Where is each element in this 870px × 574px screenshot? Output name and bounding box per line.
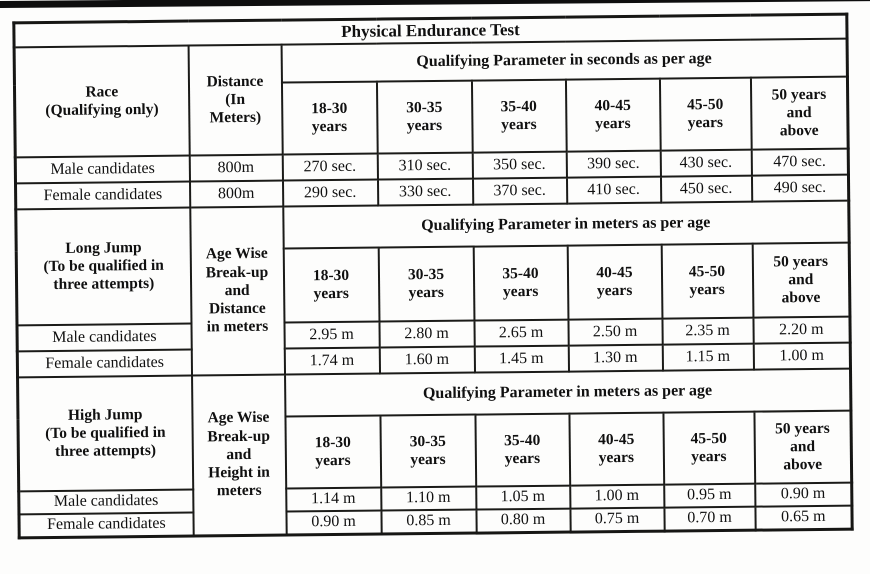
female-distance-cell: 800m: [189, 180, 283, 208]
value-cell: 2.65 m: [473, 319, 569, 347]
value-cell: 2.95 m: [283, 321, 380, 349]
value-cell: 2.50 m: [567, 318, 663, 346]
scan-edge-artifact: [0, 0, 870, 8]
male-row-label: Male candidates: [18, 489, 193, 515]
value-cell: 450 sec.: [660, 175, 752, 203]
value-cell: 410 sec.: [566, 176, 661, 204]
value-cell: 2.80 m: [378, 320, 475, 348]
age-header-18-30: 18-30 years: [284, 415, 381, 489]
value-cell: 0.75 m: [569, 507, 665, 532]
race-section-title: Race (Qualifying only): [14, 45, 190, 158]
high-jump-agewise-header: Age Wise Break-up and Height in meters: [191, 374, 287, 536]
age-header-18-30: 18-30 years: [283, 247, 379, 323]
value-cell: 0.90 m: [754, 482, 852, 507]
physical-endurance-table: Physical Endurance Test Race (Qualifying…: [12, 12, 854, 540]
female-row-label: Female candidates: [17, 349, 192, 378]
value-cell: 370 sec.: [472, 177, 567, 205]
value-cell: 0.85 m: [380, 509, 477, 534]
long-jump-agewise-header: Age Wise Break-up and Distance in meters: [189, 206, 285, 376]
value-cell: 1.00 m: [569, 484, 664, 509]
value-cell: 1.30 m: [568, 344, 663, 372]
value-cell: 1.10 m: [380, 486, 476, 511]
age-header-35-40: 35-40 years: [471, 79, 567, 153]
age-header-50-above: 50 years and above: [750, 76, 849, 150]
value-cell: 0.70 m: [663, 506, 756, 532]
value-cell: 2.35 m: [661, 317, 754, 345]
female-row-label: Female candidates: [15, 181, 190, 210]
value-cell: 330 sec.: [377, 178, 473, 206]
value-cell: 1.14 m: [285, 487, 381, 512]
male-row-label: Male candidates: [15, 155, 190, 184]
value-cell: 1.05 m: [475, 485, 570, 510]
value-cell: 390 sec.: [566, 150, 661, 178]
value-cell: 1.15 m: [662, 343, 754, 371]
value-cell: 350 sec.: [472, 151, 567, 179]
age-header-45-50: 45-50 years: [662, 411, 755, 485]
male-distance-cell: 800m: [189, 154, 283, 182]
value-cell: 490 sec.: [751, 174, 849, 202]
age-header-18-30: 18-30 years: [281, 81, 378, 155]
age-header-50-above: 50 years and above: [752, 242, 850, 318]
age-header-30-35: 30-35 years: [379, 414, 476, 488]
value-cell: 0.95 m: [663, 483, 755, 508]
value-cell: 270 sec.: [282, 153, 378, 181]
value-cell: 290 sec.: [282, 179, 378, 207]
age-header-30-35: 30-35 years: [378, 246, 474, 322]
value-cell: 470 sec.: [751, 148, 849, 176]
race-param-header: Qualifying Parameter in seconds as per a…: [281, 38, 848, 83]
value-cell: 310 sec.: [377, 152, 473, 180]
age-header-45-50: 45-50 years: [661, 243, 753, 319]
female-row-label: Female candidates: [18, 512, 194, 538]
value-cell: 1.60 m: [379, 346, 475, 374]
age-header-35-40: 35-40 years: [474, 413, 570, 487]
high-jump-section-title: High Jump (To be qualified in three atte…: [17, 375, 193, 492]
value-cell: 1.74 m: [284, 347, 380, 375]
value-cell: 0.80 m: [475, 508, 571, 533]
age-header-35-40: 35-40 years: [473, 245, 568, 321]
value-cell: 0.65 m: [754, 505, 853, 531]
age-header-40-45: 40-45 years: [568, 412, 664, 486]
male-row-label: Male candidates: [16, 323, 192, 352]
high-jump-param-header: Qualifying Parameter in meters as per ag…: [284, 368, 851, 417]
age-header-45-50: 45-50 years: [659, 77, 752, 151]
value-cell: 430 sec.: [660, 149, 752, 177]
value-cell: 0.90 m: [285, 510, 382, 535]
value-cell: 2.20 m: [752, 316, 851, 344]
value-cell: 1.00 m: [753, 342, 851, 370]
age-header-50-above: 50 years and above: [753, 410, 852, 484]
age-header-40-45: 40-45 years: [567, 244, 662, 320]
age-header-40-45: 40-45 years: [565, 78, 661, 152]
age-header-30-35: 30-35 years: [376, 80, 473, 154]
distance-column-header: Distance (In Meters): [188, 44, 283, 156]
long-jump-param-header: Qualifying Parameter in meters as per ag…: [282, 200, 850, 249]
value-cell: 1.45 m: [474, 345, 569, 373]
long-jump-section-title: Long Jump (To be qualified in three atte…: [15, 207, 191, 326]
